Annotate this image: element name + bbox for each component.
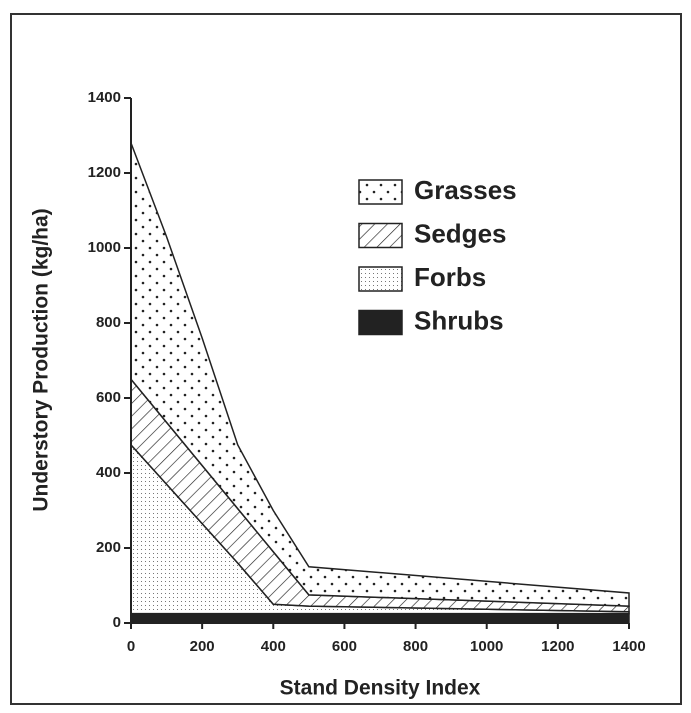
area [130,612,630,624]
frame [10,13,682,705]
legend-swatch [358,179,403,205]
x-tick-label: 1000 [470,638,503,655]
legend-swatch [358,222,403,249]
y-tick-label: 400 [96,464,121,481]
x-tick-label: 200 [190,638,215,655]
legend-label: Grasses [414,175,517,205]
x-tick-label: 1200 [541,638,574,655]
x-tick-label: 0 [127,638,135,655]
y-tick-label: 800 [96,314,121,331]
legend-label: Forbs [414,262,486,292]
area [130,142,630,607]
x-tick-label: 400 [261,638,286,655]
y-tick-label: 200 [96,539,121,556]
y-tick-label: 1200 [88,164,121,181]
x-axis-title: Stand Density Index [280,677,481,700]
legend-swatch [358,266,403,292]
legend-label: Sedges [414,218,507,248]
y-tick-label: 1400 [88,89,121,106]
y-axis-title: Understory Production (kg/ha) [30,208,53,511]
x-tick-label: 800 [403,638,428,655]
x-tick-label: 600 [332,638,357,655]
y-tick-label: 1000 [88,239,121,256]
y-tick-label: 0 [113,614,121,631]
y-tick-label: 600 [96,389,121,406]
legend-swatch [358,309,403,336]
legend-label: Shrubs [414,305,504,335]
x-tick-label: 1400 [612,638,645,655]
